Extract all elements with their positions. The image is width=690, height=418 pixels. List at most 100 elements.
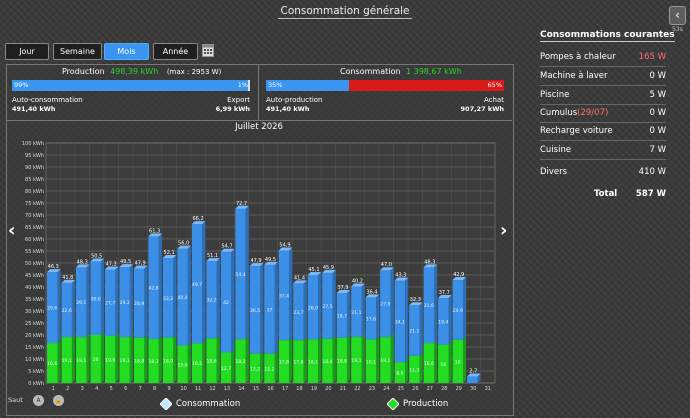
production-value-label: 11,3 bbox=[409, 367, 419, 373]
bar-total-label: 37,9 bbox=[337, 285, 348, 291]
production-value-label: 16,6 bbox=[424, 361, 434, 367]
consumption-value-label: 34,1 bbox=[395, 319, 405, 325]
next-month-arrow[interactable]: › bbox=[500, 220, 508, 241]
bar-total-label: 52,1 bbox=[164, 250, 175, 256]
x-tick-label: 7 bbox=[139, 386, 142, 392]
consumption-value-label: 18,7 bbox=[337, 313, 347, 319]
production-value-label: 18,6 bbox=[206, 359, 216, 365]
bar-top bbox=[351, 283, 365, 287]
production-bar bbox=[336, 337, 348, 383]
bar-total-label: 36,4 bbox=[366, 289, 377, 295]
consumption-bar-side bbox=[260, 263, 264, 354]
consumption-bar-right-label: 65% bbox=[487, 81, 502, 89]
autoproduction-label: Auto-production bbox=[266, 96, 323, 104]
bar-top bbox=[394, 277, 409, 281]
production-bar bbox=[380, 337, 391, 383]
production-bar bbox=[293, 340, 304, 383]
current-item-label: Recharge voiture bbox=[540, 126, 613, 136]
consumption-bar bbox=[148, 236, 159, 340]
back-button[interactable]: ‹ bbox=[669, 6, 686, 25]
bar-top bbox=[61, 279, 75, 283]
consumption-bar bbox=[75, 267, 87, 338]
consumption-bar-side bbox=[477, 373, 481, 383]
production-value-label: 19,1 bbox=[120, 358, 130, 364]
calendar-icon[interactable] bbox=[202, 43, 214, 57]
bar-total-label: 46,3 bbox=[48, 264, 59, 270]
production-value-label: 19,1 bbox=[351, 358, 361, 364]
y-tick-label: 20 kWh bbox=[25, 333, 44, 339]
refresh-timer: 53s bbox=[672, 26, 683, 33]
current-item-cuisine: Cuisine 7 W bbox=[540, 145, 666, 155]
row-separator bbox=[540, 85, 666, 86]
production-bar bbox=[47, 343, 58, 383]
bar-top bbox=[90, 258, 104, 262]
production-value-label: 8,6 bbox=[396, 371, 403, 377]
production-value: 498,39 kWh bbox=[110, 67, 159, 76]
production-bar-side bbox=[100, 332, 104, 383]
x-tick-label: 4 bbox=[95, 386, 98, 392]
bar-total-label: 45,1 bbox=[308, 267, 319, 273]
bar-top bbox=[336, 290, 351, 293]
y-tick-label: 60 kWh bbox=[25, 237, 44, 243]
production-value-label: 18,9 bbox=[163, 358, 173, 364]
y-tick-label: 90 kWh bbox=[25, 165, 44, 171]
x-tick-label: 13 bbox=[224, 386, 230, 392]
y-tick-label: 70 kWh bbox=[25, 213, 44, 219]
consumption-bar-side bbox=[100, 258, 104, 335]
consumption-bar-side bbox=[245, 205, 249, 340]
bar-top bbox=[104, 266, 119, 270]
tab-jour[interactable]: Jour bbox=[5, 43, 49, 60]
production-bar-side bbox=[419, 352, 423, 383]
x-tick-label: 21 bbox=[340, 386, 346, 392]
bar-top bbox=[322, 269, 336, 273]
x-tick-label: 20 bbox=[325, 386, 331, 392]
production-bar-side bbox=[434, 340, 438, 383]
prev-month-arrow[interactable]: ‹ bbox=[8, 220, 16, 241]
bar-top bbox=[249, 263, 264, 267]
production-bar bbox=[133, 337, 145, 383]
production-value-label: 12,7 bbox=[221, 366, 231, 372]
current-item-value: 410 W bbox=[638, 167, 666, 177]
tab-semaine[interactable]: Semaine bbox=[53, 43, 102, 60]
consumption-bar-side bbox=[202, 221, 206, 344]
consumption-bar bbox=[119, 267, 130, 338]
consumption-bar bbox=[133, 268, 145, 338]
production-value-label: 16 bbox=[440, 362, 446, 368]
consumption-bar bbox=[351, 286, 362, 338]
consumption-value-label: 27,7 bbox=[105, 301, 115, 307]
autoconsommation-label: Auto-consommation bbox=[12, 96, 83, 104]
bar-total-label: 49,5 bbox=[120, 259, 131, 265]
lock-button[interactable]: 🔒 bbox=[53, 395, 64, 406]
consumption-bar bbox=[293, 283, 304, 341]
consumption-bar-side bbox=[303, 280, 307, 341]
tab-mois[interactable]: Mois bbox=[104, 43, 149, 60]
consumption-value-label: 28,9 bbox=[134, 301, 144, 307]
production-bar-side bbox=[303, 337, 307, 383]
consumption-bar bbox=[380, 270, 391, 338]
consumption-value-label: 36,5 bbox=[250, 308, 260, 314]
production-bar bbox=[119, 337, 130, 383]
production-legend-label: Production bbox=[403, 399, 449, 409]
production-bar bbox=[235, 339, 246, 383]
production-bar-side bbox=[245, 336, 249, 383]
tab-annee[interactable]: Année bbox=[153, 43, 198, 60]
autoproduction-value: 491,40 kWh bbox=[266, 105, 310, 113]
autoconsommation-value: 491,40 kWh bbox=[12, 105, 56, 113]
panel-divider bbox=[258, 65, 259, 120]
consumption-value-label: 42,8 bbox=[149, 286, 159, 292]
consumption-bar-side bbox=[361, 283, 365, 338]
production-value-label: 18,3 bbox=[149, 359, 159, 365]
consumption-value-label: 27,5 bbox=[322, 304, 332, 310]
production-bar bbox=[307, 339, 319, 383]
consumption-value-label: 21,1 bbox=[351, 310, 361, 316]
bar-top bbox=[133, 265, 148, 269]
production-bar-left-label: 99% bbox=[14, 81, 29, 89]
saut-label: Saut bbox=[8, 396, 23, 404]
current-item-label: Piscine bbox=[540, 90, 570, 100]
bar-top bbox=[293, 280, 307, 284]
x-tick-label: 30 bbox=[470, 386, 476, 392]
production-bar bbox=[177, 345, 188, 383]
y-tick-label: 30 kWh bbox=[25, 309, 44, 315]
auto-button[interactable]: A bbox=[33, 395, 44, 406]
